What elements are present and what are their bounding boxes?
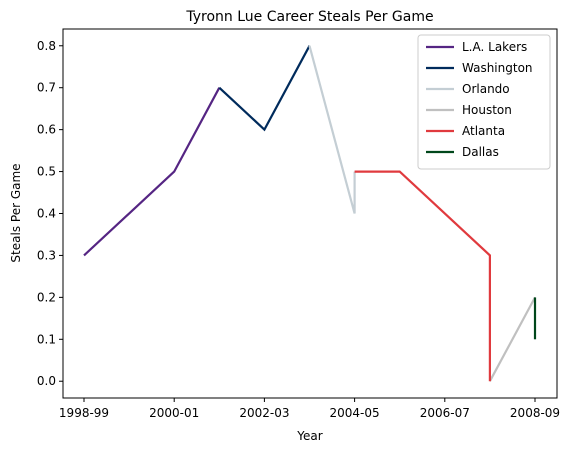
legend-label: Washington — [462, 61, 533, 75]
legend-label: Dallas — [462, 145, 499, 159]
y-tick-label: 0.3 — [37, 248, 56, 262]
legend-label: Atlanta — [462, 124, 505, 138]
series-line-2 — [218, 45, 311, 132]
y-tick-label: 0.8 — [37, 39, 56, 53]
x-tick-label: 2004-05 — [330, 406, 380, 420]
y-tick-label: 0.5 — [37, 165, 56, 179]
legend: L.A. Lakers Washington Orlando Houston Atlan… — [417, 34, 551, 170]
y-tick-label: 0.2 — [37, 290, 56, 304]
plot-area — [83, 45, 537, 382]
legend-label: Orlando — [462, 82, 510, 96]
y-tick-label: 0.7 — [37, 81, 56, 95]
y-axis: 0.0 0.1 0.2 0.3 0.4 0.5 0.6 0.7 0.8 — [37, 39, 63, 388]
chart-title: Tyronn Lue Career Steals Per Game — [185, 9, 433, 25]
x-tick-label: 2008-09 — [510, 406, 560, 420]
series-line-3 — [308, 45, 356, 214]
x-tick-label: 2006-07 — [420, 406, 470, 420]
series-line-4 — [488, 296, 536, 382]
y-tick-label: 0.6 — [37, 123, 56, 137]
x-axis-label: Year — [296, 429, 322, 443]
x-tick-label: 1998-99 — [59, 406, 109, 420]
y-tick-label: 0.0 — [37, 374, 56, 388]
y-tick-label: 0.4 — [37, 207, 56, 221]
legend-label: Houston — [462, 103, 512, 117]
series-line-5 — [354, 170, 491, 382]
x-tick-label: 2002-03 — [239, 406, 289, 420]
x-tick-label: 2000-01 — [149, 406, 199, 420]
series-line-1 — [83, 87, 221, 257]
x-axis: 1998-99 2000-01 2002-03 2004-05 2006-07 2008-… — [59, 398, 560, 420]
y-axis-label: Steals Per Game — [9, 163, 23, 262]
legend-label: L.A. Lakers — [462, 40, 527, 54]
y-tick-label: 0.1 — [37, 332, 56, 346]
